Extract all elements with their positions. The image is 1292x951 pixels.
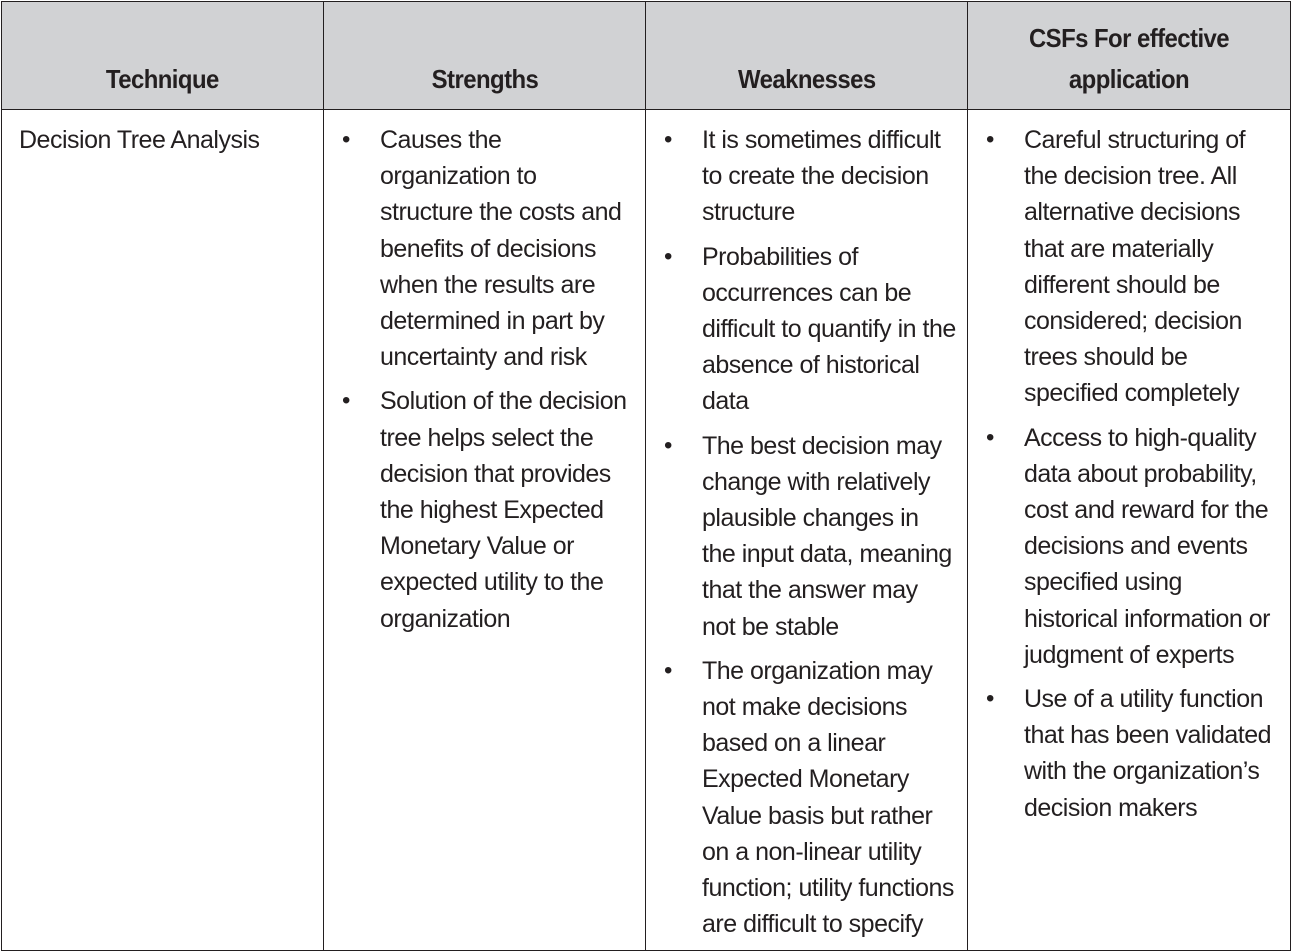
weaknesses-cell: It is sometimes difficult to create the … (645, 108, 968, 951)
list-item: Use of a utility function that has been … (984, 681, 1280, 826)
list-item: Solution of the decision tree helps sele… (340, 383, 635, 636)
strengths-list: Causes the organization to structure the… (340, 122, 635, 637)
list-item: The organization may not make decisions … (662, 653, 957, 943)
list-item: Causes the organization to structure the… (340, 122, 635, 375)
header-weaknesses: Weaknesses (645, 1, 968, 110)
csfs-list: Careful structuring of the decision tree… (984, 122, 1280, 826)
list-item: Careful structuring of the decision tree… (984, 122, 1280, 412)
csfs-cell: Careful structuring of the decision tree… (967, 108, 1291, 951)
header-technique: Technique (1, 1, 324, 110)
list-item: Access to high-quality data about probab… (984, 420, 1280, 673)
header-row: Technique Strengths Weaknesses CSFs For … (1, 1, 1291, 110)
weaknesses-list: It is sometimes difficult to create the … (662, 122, 957, 942)
technique-cell: Decision Tree Analysis (1, 108, 324, 951)
header-csfs: CSFs For effective application (967, 1, 1291, 110)
list-item: Probabilities of occurrences can be diff… (662, 239, 957, 420)
list-item: It is sometimes difficult to create the … (662, 122, 957, 231)
header-strengths: Strengths (323, 1, 646, 110)
strengths-cell: Causes the organization to structure the… (323, 108, 646, 951)
table-row: Decision Tree Analysis Causes the organi… (1, 108, 1291, 951)
technique-name: Decision Tree Analysis (19, 126, 260, 154)
list-item: The best decision may change with relati… (662, 428, 957, 645)
